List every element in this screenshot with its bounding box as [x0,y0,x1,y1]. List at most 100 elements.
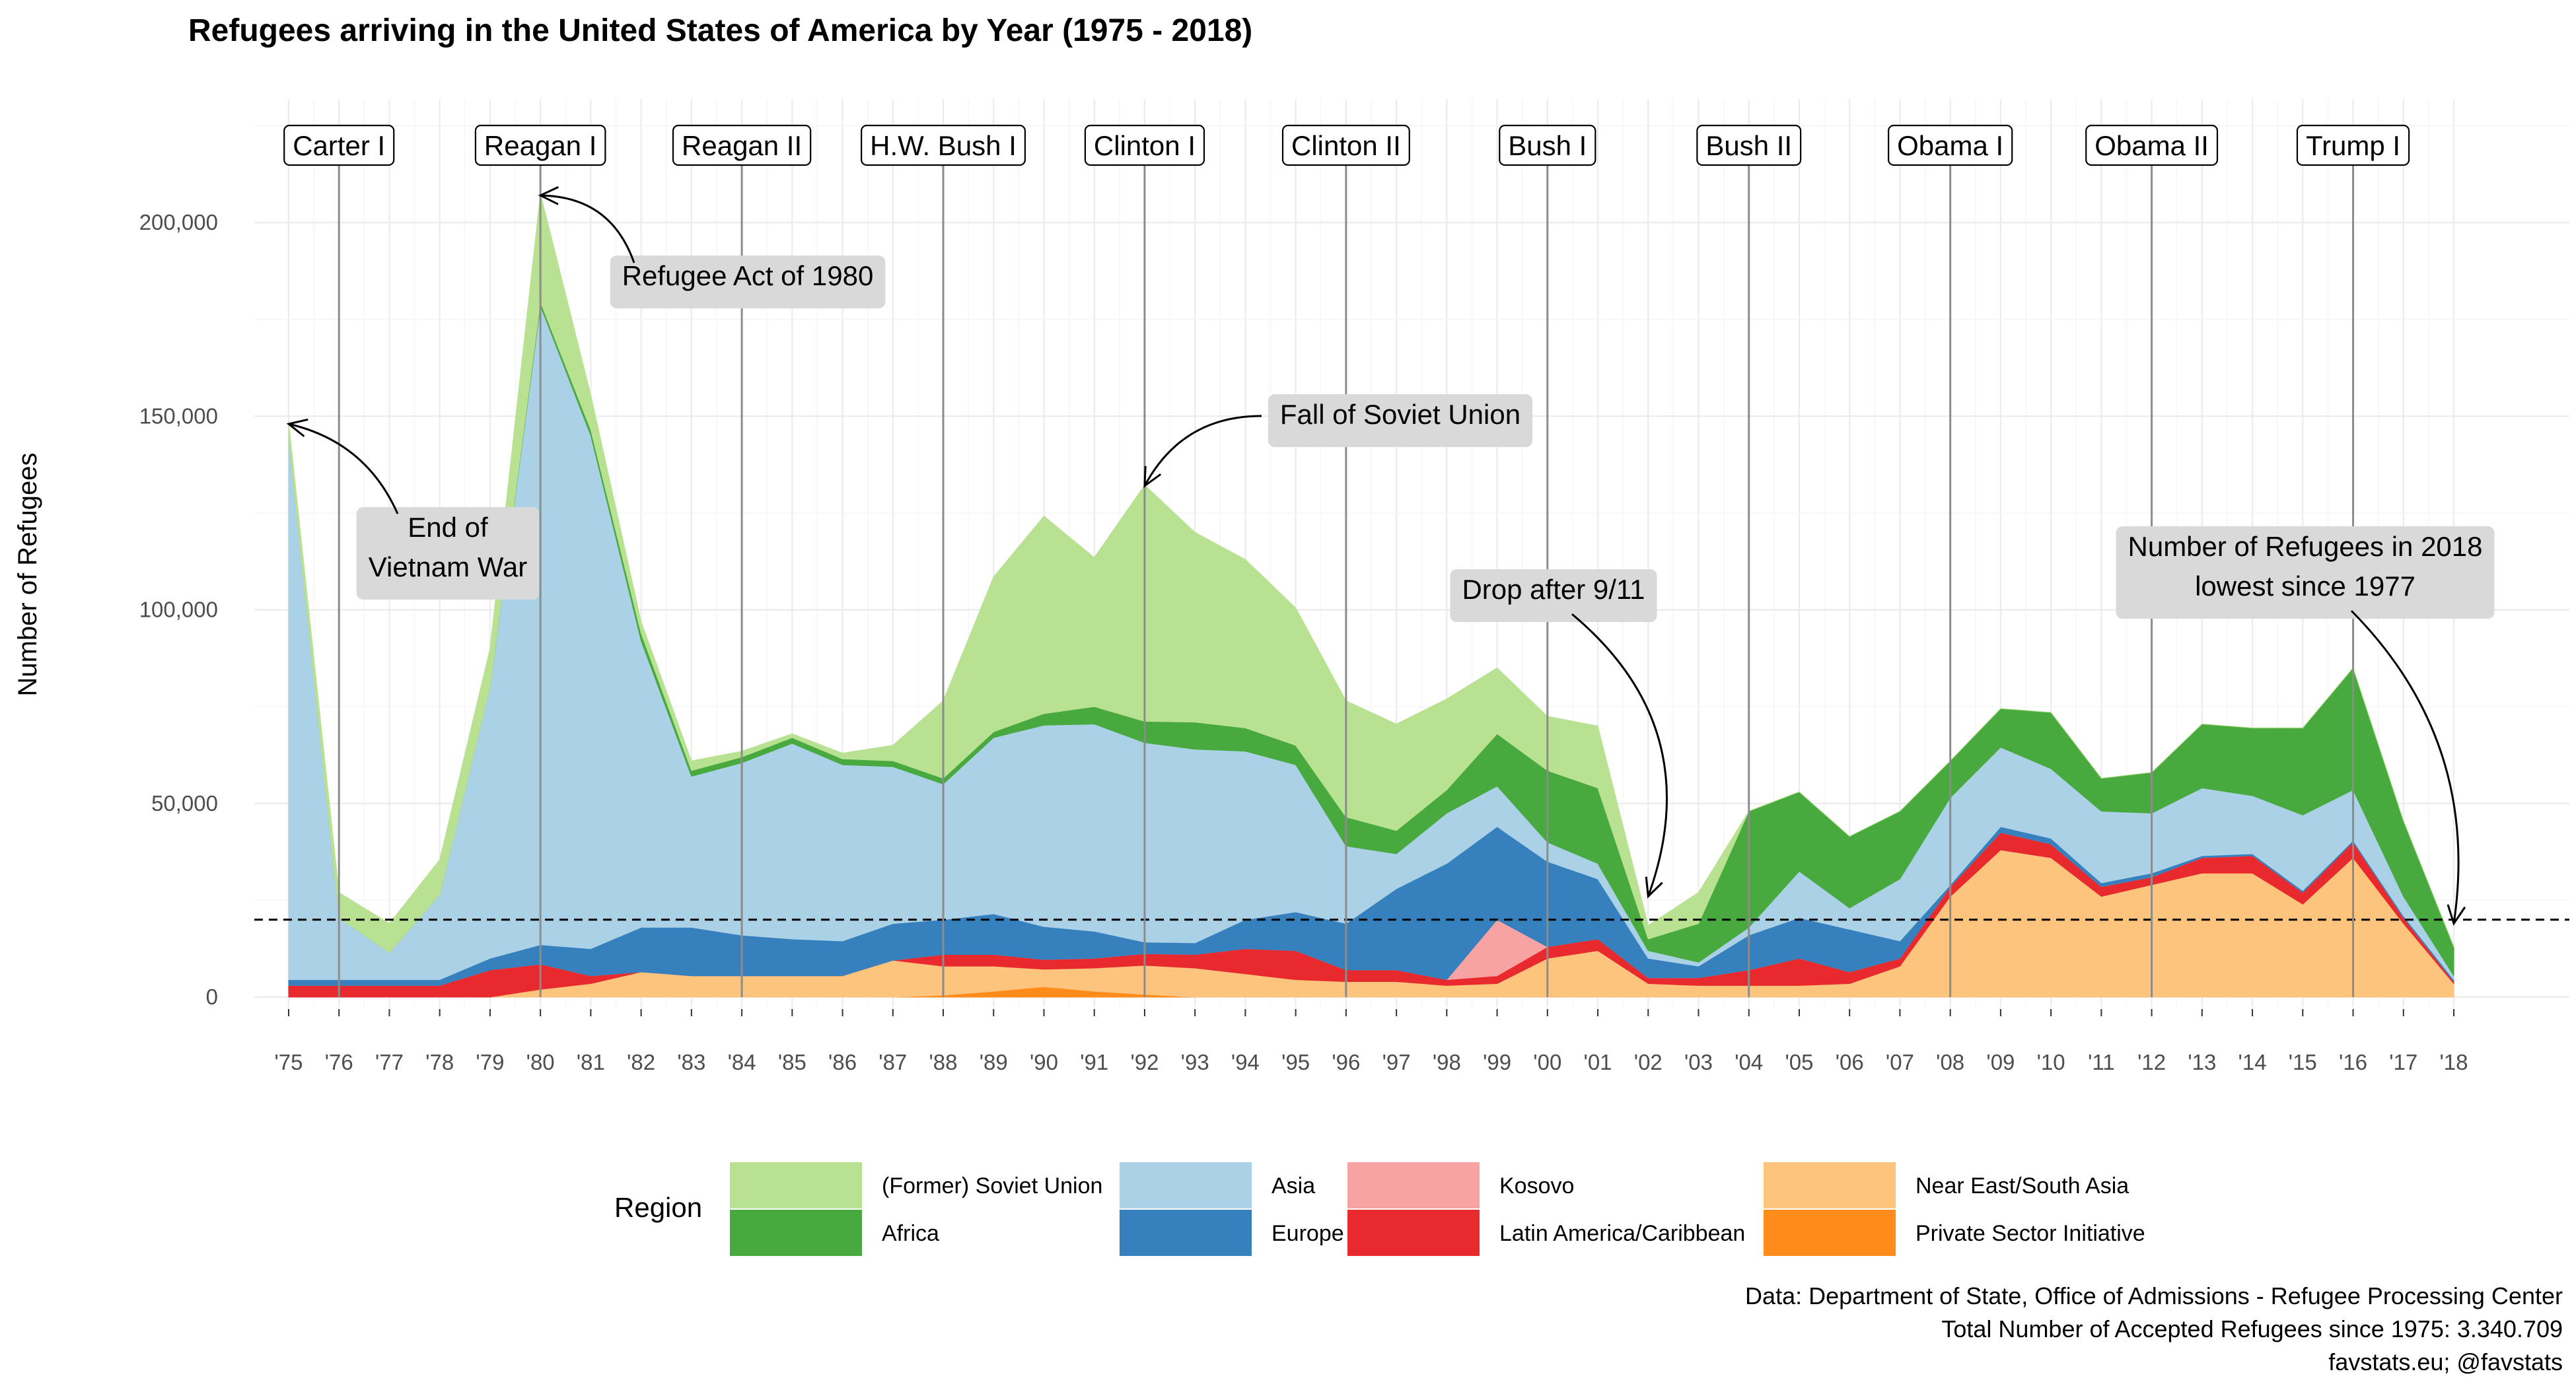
annotation-text: Refugee Act of 1980 [622,260,874,291]
legend-swatch [730,1210,862,1256]
annotation-text: End of [408,512,488,543]
annotation-box [356,507,540,600]
annotation: Fall of Soviet Union [1143,394,1533,488]
legend-swatch [1347,1162,1480,1208]
annotation-arrowhead [2447,904,2466,926]
x-tick-label: '01 [1584,1050,1612,1074]
legend-label: Europe [1271,1221,1344,1246]
annotation-box [610,256,886,308]
legend-title: Region [614,1192,702,1223]
presidency-label-box [474,124,606,166]
x-tick-label: '98 [1433,1050,1461,1074]
annotation-arrowhead [1143,466,1162,488]
legend: Region (Former) Soviet Union Africa Asia Eu… [614,1162,2145,1256]
caption-line-total: Total Number of Accepted Refugees since … [1941,1315,2563,1342]
annotation-arrowhead [1645,876,1663,899]
y-tick-label: 150,000 [139,403,218,428]
presidency-label-text: Clinton II [1291,130,1401,161]
x-tick-label: '13 [2188,1050,2216,1074]
x-tick-label: '05 [1785,1050,1813,1074]
caption-line-data-source: Data: Department of State, Office of Adm… [1745,1282,2563,1309]
stacked-areas [288,193,2454,998]
x-tick-label: '90 [1030,1050,1058,1074]
legend-item: Kosovo [1347,1162,1574,1208]
x-tick-label: '02 [1634,1050,1663,1074]
x-tick-label: '76 [325,1050,353,1074]
annotations: End of Vietnam War Refugee Act of 1980 Fall… [286,186,2495,926]
presidency-label-box [861,124,1026,166]
legend-item: Latin America/Caribbean [1347,1210,1745,1256]
annotation-text: Number of Refugees in 2018 [2128,531,2483,562]
legend-label: (Former) Soviet Union [882,1173,1102,1199]
annotation: Drop after 9/11 [1450,569,1668,899]
annotation-box [2116,526,2495,619]
presidency-label-box [1888,124,2013,166]
y-tick-label: 200,000 [139,210,218,234]
presidency-label: Clinton I [1084,124,1205,166]
legend-item: Asia [1120,1162,1315,1208]
legend-label: Latin America/Caribbean [1499,1221,1745,1246]
presidency-label: Reagan II [672,124,812,166]
presidency-label-text: Trump I [2306,130,2400,161]
x-tick-label: '08 [1936,1050,1964,1074]
x-tick-label: '97 [1382,1050,1411,1074]
legend-label: Kosovo [1499,1173,1574,1199]
presidency-label: Clinton II [1281,124,1410,166]
x-tick-label: '78 [425,1050,454,1074]
x-tick-label: '80 [526,1050,555,1074]
x-tick-label: '06 [1836,1050,1864,1074]
area-former-soviet-union [288,193,2454,954]
annotation-text: Vietnam War [369,551,527,582]
annotation: End of Vietnam War [286,418,540,600]
presidency-label-box [2296,124,2410,166]
x-tick-label: '89 [980,1050,1008,1074]
legend-item: Near East/South Asia [1764,1162,2129,1208]
presidency-label-box [283,124,395,166]
annotation-arrow [2350,609,2460,924]
x-tick-label: '91 [1080,1050,1108,1074]
y-tick-label: 100,000 [139,598,218,622]
x-tick-label: '85 [778,1050,806,1074]
presidency-label: Reagan I [474,124,606,166]
x-tick-label: '87 [878,1050,907,1074]
caption: Data: Department of State, Office of Adm… [1745,1282,2563,1375]
annotation-arrowhead [286,418,308,437]
presidency-label-text: Bush II [1705,130,1792,161]
legend-item: Europe [1120,1210,1344,1256]
legend-swatch [730,1162,862,1208]
x-tick-label: '94 [1231,1050,1260,1074]
x-tick-label: '12 [2137,1050,2166,1074]
annotation-arrow [540,194,635,263]
x-tick-label: '00 [1533,1050,1561,1074]
x-tick-label: '10 [2037,1050,2065,1074]
presidency-label-text: Carter I [293,130,385,161]
legend-item: Africa [730,1210,939,1256]
presidency-label-text: Clinton I [1094,130,1196,161]
x-tick-label: '03 [1684,1050,1713,1074]
annotation-text: lowest since 1977 [2195,571,2415,602]
legend-label: Private Sector Initiative [1915,1221,2145,1246]
x-tick-label: '17 [2389,1050,2417,1074]
legend-item: (Former) Soviet Union [730,1162,1102,1208]
legend-swatch [1347,1210,1480,1256]
x-tick-label: '96 [1332,1050,1360,1074]
annotation: Number of Refugees in 2018 lowest since 1… [2116,526,2495,926]
x-tick-label: '93 [1181,1050,1209,1074]
presidency-label-text: Reagan I [484,130,596,161]
presidency-label-text: Obama I [1897,130,2003,161]
annotation: Refugee Act of 1980 [538,186,886,308]
y-axis-title: Number of Refugees [13,452,42,696]
presidency-label-box [1499,124,1596,166]
presidency-label-text: Obama II [2094,130,2209,161]
presidency-label: Obama II [2085,124,2219,166]
y-tick-label: 50,000 [151,791,218,816]
x-tick-label: '88 [929,1050,958,1074]
presidency-label-box [1084,124,1205,166]
presidency-label-text: Reagan II [682,130,802,161]
presidency-label-box [672,124,812,166]
x-tick-label: '84 [728,1050,756,1074]
x-tick-label: '92 [1130,1050,1159,1074]
x-tick-label: '99 [1483,1050,1511,1074]
annotation-text: Fall of Soviet Union [1280,399,1521,430]
